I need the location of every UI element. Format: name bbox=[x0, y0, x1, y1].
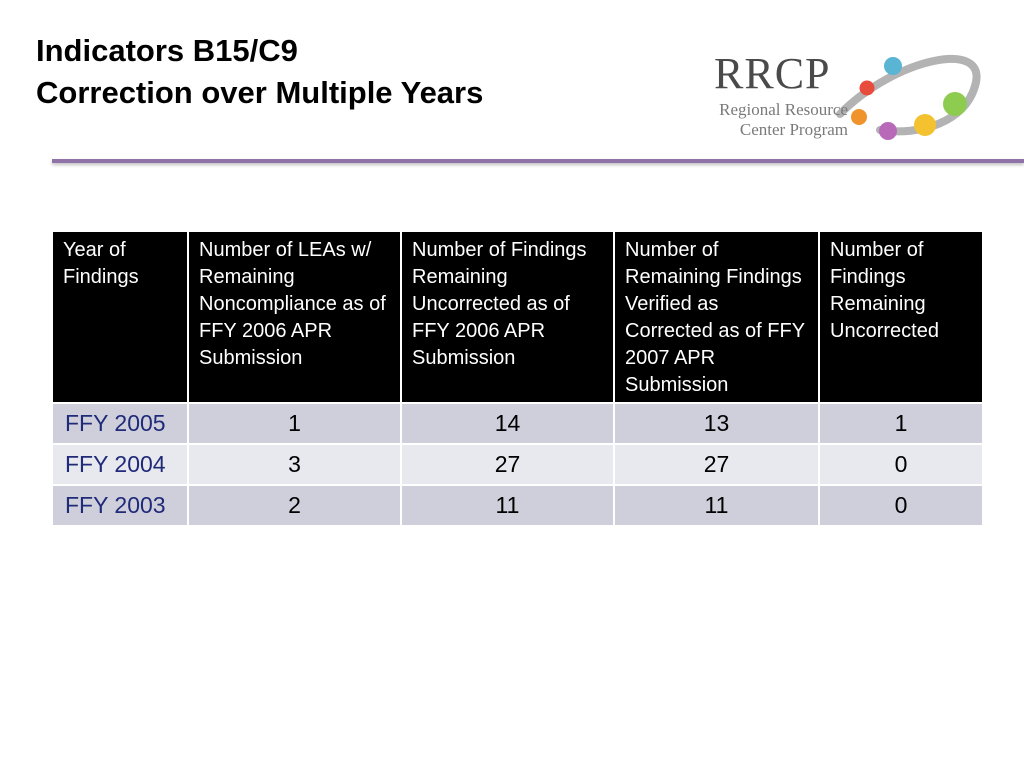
logo-subtitle-line-2: Center Program bbox=[739, 120, 848, 139]
table-row: FFY 2004 3 27 27 0 bbox=[51, 443, 984, 486]
logo-subtitle: Regional Resource Center Program bbox=[698, 100, 848, 140]
table-row: FFY 2005 1 14 13 1 bbox=[51, 402, 984, 445]
logo-dot-green bbox=[943, 92, 967, 116]
cell-leas: 2 bbox=[187, 484, 402, 527]
logo-dot-red bbox=[859, 80, 875, 96]
logo-dot-blue bbox=[884, 57, 902, 75]
cell-year: FFY 2003 bbox=[51, 484, 189, 527]
cell-remaining: 0 bbox=[818, 443, 984, 486]
header-findings-verified-corrected-2007: Number of Remaining Findings Verified as… bbox=[613, 230, 820, 404]
cell-remaining-2006: 27 bbox=[400, 443, 615, 486]
cell-verified-2007: 27 bbox=[613, 443, 820, 486]
cell-year: FFY 2005 bbox=[51, 402, 189, 445]
cell-leas: 1 bbox=[187, 402, 402, 445]
cell-verified-2007: 11 bbox=[613, 484, 820, 527]
cell-remaining: 1 bbox=[818, 402, 984, 445]
table-header-row: Year of Findings Number of LEAs w/ Remai… bbox=[51, 230, 984, 404]
cell-remaining-2006: 14 bbox=[400, 402, 615, 445]
title-line-2: Correction over Multiple Years bbox=[36, 75, 484, 110]
header-findings-remaining-uncorrected: Number of Findings Remaining Uncorrected bbox=[818, 230, 984, 404]
logo-ring-icon bbox=[836, 55, 981, 140]
cell-remaining-2006: 11 bbox=[400, 484, 615, 527]
findings-table: Year of Findings Number of LEAs w/ Remai… bbox=[51, 230, 984, 527]
logo-dot-yellow bbox=[914, 114, 936, 136]
logo-dot-orange bbox=[851, 109, 867, 125]
logo-dot-purple bbox=[879, 122, 897, 140]
table-row: FFY 2003 2 11 11 0 bbox=[51, 484, 984, 527]
logo-subtitle-line-1: Regional Resource bbox=[719, 100, 848, 119]
rrcp-logo: RRCP Regional Resource Center Program bbox=[690, 46, 990, 146]
header-year-of-findings: Year of Findings bbox=[51, 230, 189, 404]
cell-leas: 3 bbox=[187, 443, 402, 486]
header-leas-remaining-noncompliance: Number of LEAs w/ Remaining Noncomplianc… bbox=[187, 230, 402, 404]
logo-wordmark: RRCP bbox=[714, 49, 831, 98]
cell-remaining: 0 bbox=[818, 484, 984, 527]
title-line-1: Indicators B15/C9 bbox=[36, 33, 298, 68]
cell-year: FFY 2004 bbox=[51, 443, 189, 486]
title-divider bbox=[52, 159, 1024, 163]
slide-title: Indicators B15/C9 Correction over Multip… bbox=[36, 30, 483, 114]
cell-verified-2007: 13 bbox=[613, 402, 820, 445]
header-findings-remaining-uncorrected-2006: Number of Findings Remaining Uncorrected… bbox=[400, 230, 615, 404]
